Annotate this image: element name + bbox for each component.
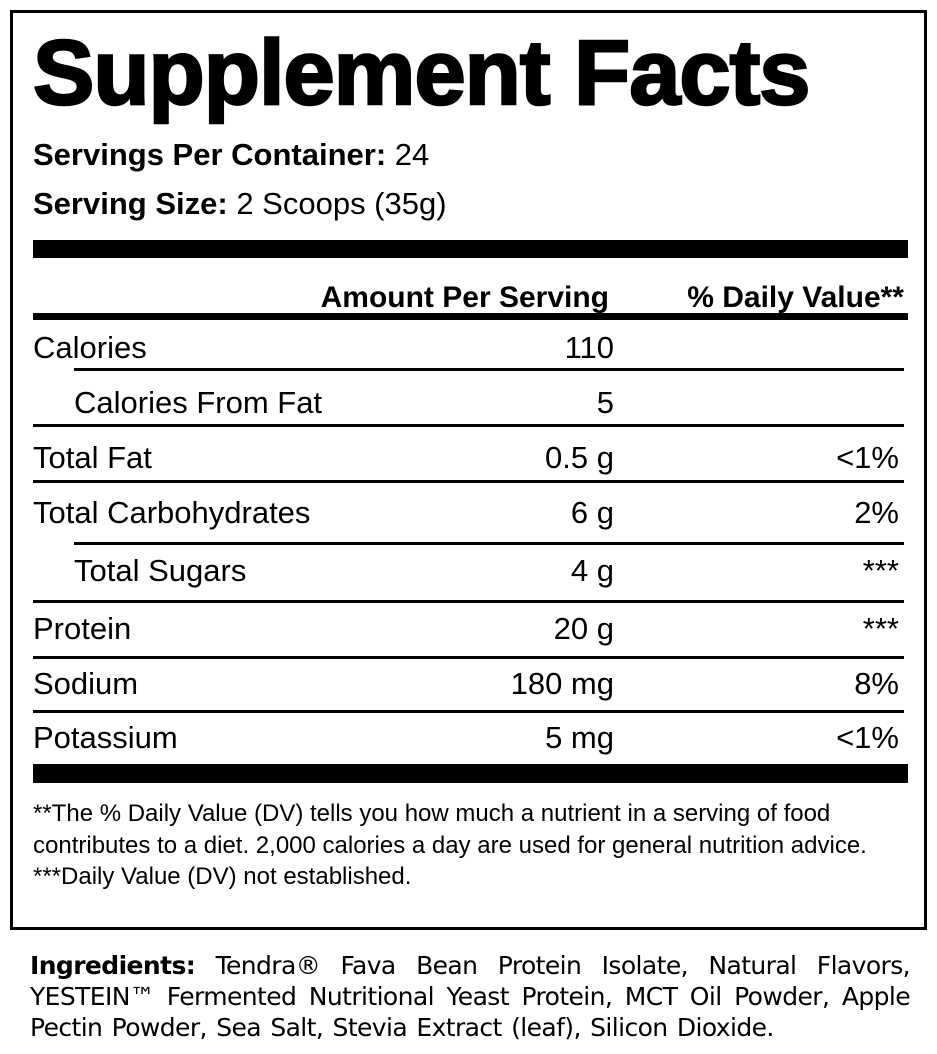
nutrient-row: Sodium 180 mg 8% [33,656,908,710]
nutrient-daily-value: *** [862,553,899,588]
servings-value: 24 [394,137,430,172]
nutrient-row: Calories From Fat 5 [33,375,908,429]
nutrient-daily-value: 8% [854,666,899,701]
nutrient-amount: 6 g [570,495,614,530]
nutrient-row: Total Fat 0.5 g <1% [33,430,908,484]
row-divider [33,600,904,603]
nutrient-amount: 20 g [553,611,614,646]
nutrient-name: Potassium [33,720,178,755]
servings-label: Servings Per Container: [33,137,387,172]
ingredients-label: Ingredients: [30,951,196,980]
row-divider [74,542,904,545]
serving-size: Serving Size: 2 Scoops (35g) [33,188,447,219]
nutrient-name: Sodium [33,666,139,701]
nutrient-daily-value: <1% [836,440,899,475]
serving-size-value: 2 Scoops (35g) [236,186,447,221]
footnote-dv: **The % Daily Value (DV) tells you how m… [33,800,867,859]
thick-divider [33,240,908,258]
nutrient-name: Calories From Fat [74,385,323,420]
nutrient-row: Potassium 5 mg <1% [33,710,908,764]
daily-value-header: % Daily Value** [687,281,904,314]
nutrient-amount: 5 mg [545,720,614,755]
nutrient-daily-value: *** [862,611,899,646]
nutrient-name: Calories [33,330,147,365]
serving-size-label: Serving Size: [33,186,228,221]
row-divider [33,424,904,427]
row-divider [74,368,904,371]
nutrient-amount: 0.5 g [545,440,614,475]
amount-per-serving-header: Amount Per Serving [320,281,609,314]
nutrient-name: Total Fat [33,440,152,475]
nutrient-row: Calories 110 [33,320,908,374]
nutrient-daily-value: 2% [854,495,899,530]
footnotes: **The % Daily Value (DV) tells you how m… [33,798,913,893]
nutrient-name: Protein [33,611,132,646]
nutrient-row: Total Sugars 4 g *** [33,543,908,597]
nutrient-daily-value: <1% [836,720,899,755]
nutrient-row: Protein 20 g *** [33,601,908,655]
nutrient-row: Total Carbohydrates 6 g 2% [33,485,908,539]
row-divider [33,480,904,483]
nutrient-amount: 4 g [570,553,614,588]
row-divider [33,710,904,713]
nutrient-amount: 5 [596,385,614,420]
medium-divider [33,313,908,320]
nutrient-name: Total Sugars [74,553,247,588]
ingredients-text: Tendra® Fava Bean Protein Isolate, Natur… [30,951,911,1042]
nutrient-name: Total Carbohydrates [33,495,311,530]
thick-divider [33,764,908,783]
footnote-not-established: ***Daily Value (DV) not established. [33,863,412,890]
nutrient-amount: 180 mg [510,666,614,701]
row-divider [33,656,904,659]
nutrient-amount: 110 [564,330,614,365]
panel-title: Supplement Facts [32,22,812,124]
supplement-facts-panel: Supplement Facts Servings Per Container:… [10,10,927,930]
servings-per-container: Servings Per Container: 24 [33,139,429,170]
ingredients: Ingredients: Tendra® Fava Bean Protein I… [30,950,911,1043]
